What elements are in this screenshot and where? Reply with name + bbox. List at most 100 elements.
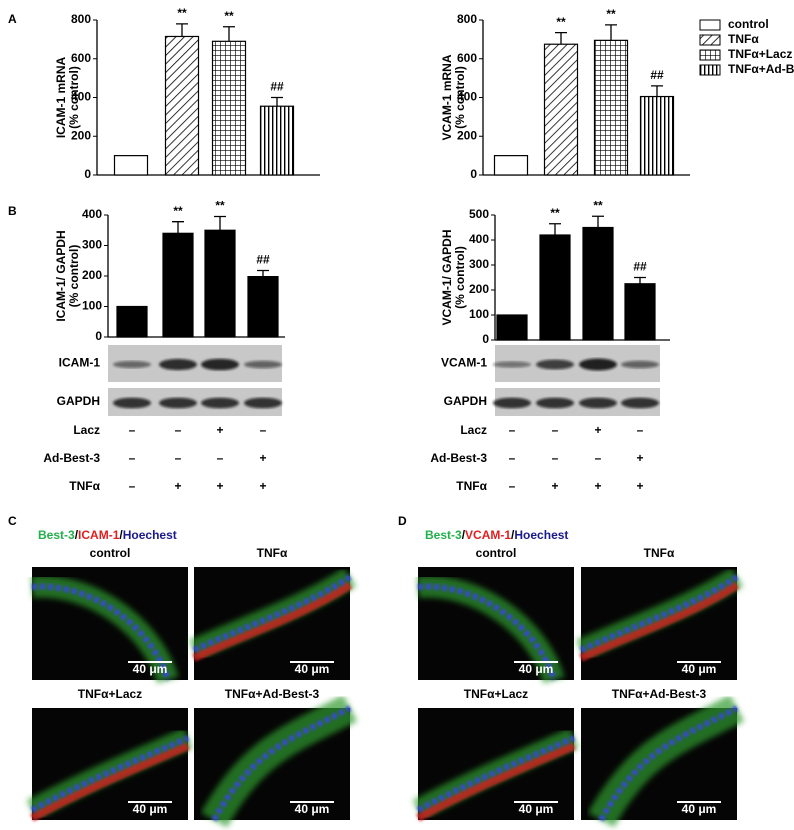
bar <box>164 35 200 176</box>
scale-label: 40 μm <box>682 662 717 676</box>
significance-label: ** <box>215 199 225 213</box>
blue-stain <box>598 705 739 822</box>
legend-swatch <box>699 64 721 76</box>
legend-label: TNFα+Lacz <box>728 47 792 61</box>
scale-label: 40 μm <box>519 662 554 676</box>
y-tick-label: 600 <box>71 51 91 65</box>
treatment-sign: + <box>636 479 643 493</box>
y-axis-label: (% control) <box>67 66 81 129</box>
bar <box>543 43 579 176</box>
y-axis-label: (% control) <box>453 246 467 309</box>
scale-label: 40 μm <box>295 802 330 816</box>
error-bar <box>605 24 617 41</box>
y-tick-label: 0 <box>482 332 489 346</box>
panel-label: C <box>8 514 17 528</box>
y-tick-label: 600 <box>457 51 477 65</box>
image-title: TNFα+Ad-Best-3 <box>612 687 707 701</box>
panel-label: B <box>8 204 17 218</box>
image-title: control <box>476 546 517 560</box>
significance-label: ** <box>550 206 560 220</box>
y-tick-label: 200 <box>457 128 477 142</box>
stain-name: / <box>119 528 123 542</box>
blue-stain <box>579 574 739 653</box>
y-tick-label: 400 <box>71 90 91 104</box>
y-tick-label: 800 <box>71 12 91 26</box>
treatment-sign: – <box>260 423 267 437</box>
blot-band <box>621 360 659 369</box>
image-title: TNFα+Lacz <box>464 687 528 701</box>
image-title: control <box>90 546 131 560</box>
y-axis-label: (% control) <box>453 66 467 129</box>
panel-label: D <box>398 514 407 528</box>
blot-row-label: ICAM-1 <box>59 356 101 370</box>
scale-label: 40 μm <box>682 802 717 816</box>
treatment-sign: + <box>216 423 223 437</box>
blue-stain <box>211 705 352 822</box>
bar <box>113 155 149 176</box>
error-bar <box>172 221 184 234</box>
treatment-label: TNFα <box>456 479 487 493</box>
legend-label: TNFα+Ad-Best-3 <box>728 62 794 76</box>
significance-label: ## <box>256 253 270 267</box>
significance-label: ## <box>650 68 664 82</box>
blot-band <box>621 397 659 409</box>
error-bar <box>549 223 561 235</box>
y-axis-label: (% control) <box>67 245 81 308</box>
blot-band <box>493 361 531 368</box>
red-stain <box>416 742 576 822</box>
blot-band <box>201 397 239 409</box>
scale-label: 40 μm <box>519 802 554 816</box>
error-bar <box>223 26 235 42</box>
error-bar <box>176 23 188 37</box>
significance-label: ** <box>556 15 566 29</box>
bar <box>624 283 656 341</box>
significance-label: ** <box>593 198 603 212</box>
blot-band <box>579 397 617 409</box>
y-tick-label: 200 <box>71 128 91 142</box>
treatment-sign: – <box>129 451 136 465</box>
bar <box>639 95 675 176</box>
scale-label: 40 μm <box>133 662 168 676</box>
y-axis-label: ICAM-1/ GAPDH <box>54 230 68 321</box>
blot-band <box>536 397 574 409</box>
blue-stain <box>192 574 352 653</box>
treatment-sign: – <box>509 451 516 465</box>
y-tick-label: 0 <box>84 167 91 181</box>
treatment-sign: – <box>175 423 182 437</box>
y-axis-label: VCAM-1 mRNA <box>440 54 454 140</box>
stain-title: Best-3/ICAM-1/Hoechest <box>38 528 177 542</box>
treatment-sign: – <box>552 451 559 465</box>
blot-band <box>159 358 197 371</box>
treatment-sign: + <box>174 479 181 493</box>
bar <box>582 226 614 341</box>
error-bar <box>257 269 269 277</box>
error-bar <box>651 85 663 97</box>
stain-name: Hoechest <box>514 528 568 542</box>
treatment-sign: – <box>509 423 516 437</box>
error-bar <box>634 276 646 284</box>
blot-row-label: VCAM-1 <box>441 356 487 370</box>
y-tick-label: 100 <box>469 307 489 321</box>
treatment-sign: + <box>636 451 643 465</box>
treatment-sign: + <box>594 479 601 493</box>
error-bar <box>592 215 604 228</box>
significance-label: ** <box>177 6 187 20</box>
treatment-sign: – <box>509 479 516 493</box>
legend-label: control <box>728 17 769 31</box>
y-tick-label: 200 <box>82 268 102 282</box>
y-tick-label: 800 <box>457 12 477 26</box>
bar <box>211 40 247 176</box>
blot-band <box>244 397 282 409</box>
blot-band <box>159 397 197 409</box>
significance-label: ** <box>606 7 616 21</box>
legend-label: TNFα <box>728 32 759 46</box>
image-title: TNFα <box>257 546 288 560</box>
bar <box>493 155 529 176</box>
scale-label: 40 μm <box>295 662 330 676</box>
significance-label: ## <box>633 260 647 274</box>
blot-band <box>113 360 151 369</box>
bar <box>539 234 571 341</box>
blot-band <box>201 358 239 371</box>
stain-title: Best-3/VCAM-1/Hoechest <box>425 528 568 542</box>
treatment-sign: – <box>552 423 559 437</box>
